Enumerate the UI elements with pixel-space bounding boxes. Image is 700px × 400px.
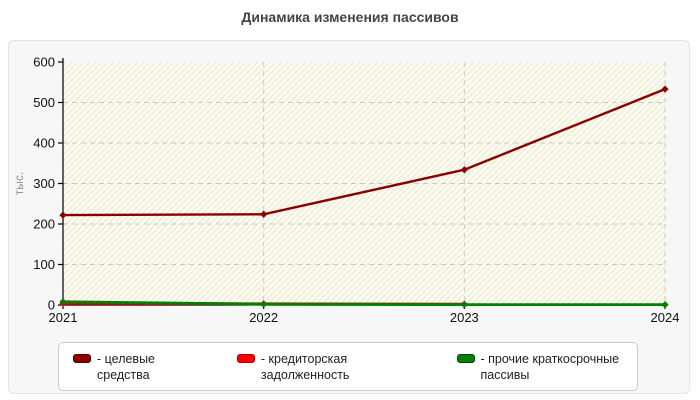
svg-text:500: 500 bbox=[33, 95, 55, 110]
svg-text:600: 600 bbox=[33, 55, 55, 70]
svg-text:2022: 2022 bbox=[249, 310, 278, 325]
line-chart: 0 100 200 300 400 500 600 2021 2022 2023 2024 тыс. bbox=[12, 55, 680, 326]
legend: - целевые средства - кредиторская задолж… bbox=[58, 342, 638, 391]
legend-item-other-short-term: - прочие краткосрочные пассивы bbox=[456, 351, 625, 384]
svg-text:200: 200 bbox=[33, 217, 55, 232]
svg-text:2021: 2021 bbox=[49, 310, 78, 325]
legend-label: - целевые средства bbox=[97, 352, 156, 383]
svg-text:100: 100 bbox=[33, 257, 55, 272]
svg-text:0: 0 bbox=[48, 298, 55, 313]
legend-item-target-funds: - целевые средства bbox=[73, 351, 193, 384]
svg-text:400: 400 bbox=[33, 136, 55, 151]
legend-label: - прочие краткосрочные пассивы bbox=[480, 352, 620, 383]
legend-item-accounts-payable: - кредиторская задолженность bbox=[236, 351, 413, 384]
page-title: Динамика изменения пассивов bbox=[241, 9, 459, 25]
svg-text:300: 300 bbox=[33, 176, 55, 191]
svg-text:2023: 2023 bbox=[450, 310, 479, 325]
chart-panel: 0 100 200 300 400 500 600 2021 2022 2023 2024 тыс. … bbox=[8, 40, 690, 394]
svg-text:2024: 2024 bbox=[651, 310, 680, 325]
series-swatch-dark-red bbox=[73, 354, 91, 363]
legend-label: - кредиторская задолженность bbox=[260, 352, 350, 383]
svg-text:тыс.: тыс. bbox=[12, 172, 26, 195]
series-swatch-red bbox=[236, 354, 255, 363]
series-swatch-green bbox=[456, 354, 475, 363]
